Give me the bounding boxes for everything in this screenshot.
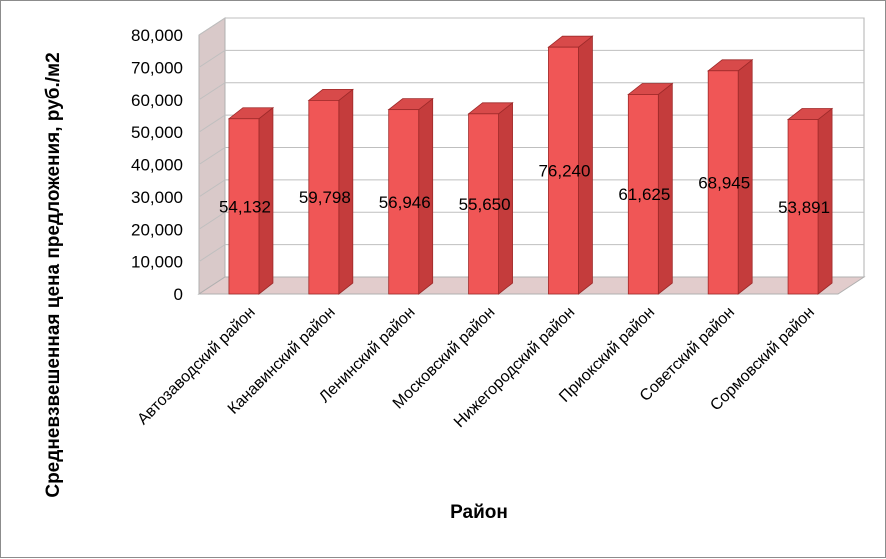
data-label: 55,650 [459, 195, 511, 214]
y-tick-label: 20,000 [131, 220, 183, 239]
gridline-side [198, 211, 226, 230]
bar [786, 107, 834, 295]
data-label: 53,891 [778, 198, 830, 217]
y-tick-label: 70,000 [131, 58, 183, 77]
bars [227, 35, 834, 295]
gridline-side [198, 179, 226, 198]
y-tick-label: 40,000 [131, 156, 183, 175]
bar-front-face [228, 118, 260, 295]
y-tick-label: 30,000 [131, 188, 183, 207]
data-label: 59,798 [299, 188, 351, 207]
bar-front-face [627, 94, 659, 295]
bar-front-face [548, 46, 579, 295]
bar [547, 35, 594, 295]
data-labels: 54,132 59,798 56,946 55,650 76,240 61,625 68,9… [219, 162, 830, 217]
bar [307, 88, 354, 295]
gridline-side [198, 82, 226, 101]
gridline-side [198, 244, 226, 263]
gridline-side [198, 147, 226, 165]
bar-front-face [308, 100, 340, 295]
x-axis-title: Район [450, 502, 508, 523]
y-axis-title: Средневзвешенная цена предложения, руб./… [43, 52, 64, 497]
bar [227, 106, 275, 295]
y-tick-label: 60,000 [131, 91, 183, 110]
data-label: 54,132 [219, 197, 271, 216]
gridline-side [198, 49, 226, 68]
bar-front-face [787, 119, 819, 295]
bar [467, 102, 514, 295]
y-tick-label: 50,000 [131, 123, 183, 142]
gridline-side [198, 17, 226, 36]
bar-front-face [388, 109, 420, 295]
floor [197, 276, 866, 295]
y-axis-ticks: 0 10,000 20,000 30,000 40,000 50,000 60,000 70,… [131, 26, 183, 304]
y-tick-label: 80,000 [131, 26, 183, 45]
data-label: 61,625 [618, 185, 670, 204]
bar-front-face [707, 70, 739, 295]
y-tick-label: 10,000 [131, 253, 183, 272]
data-label: 68,945 [698, 173, 750, 192]
data-label: 56,946 [379, 193, 431, 212]
data-label: 76,240 [538, 162, 590, 181]
y-tick-label: 0 [174, 285, 183, 304]
plot-walls [197, 17, 866, 295]
gridline-side [198, 114, 226, 133]
bar [387, 97, 434, 295]
bar-front-face [468, 113, 499, 295]
bar [627, 82, 674, 295]
bar [707, 58, 754, 295]
